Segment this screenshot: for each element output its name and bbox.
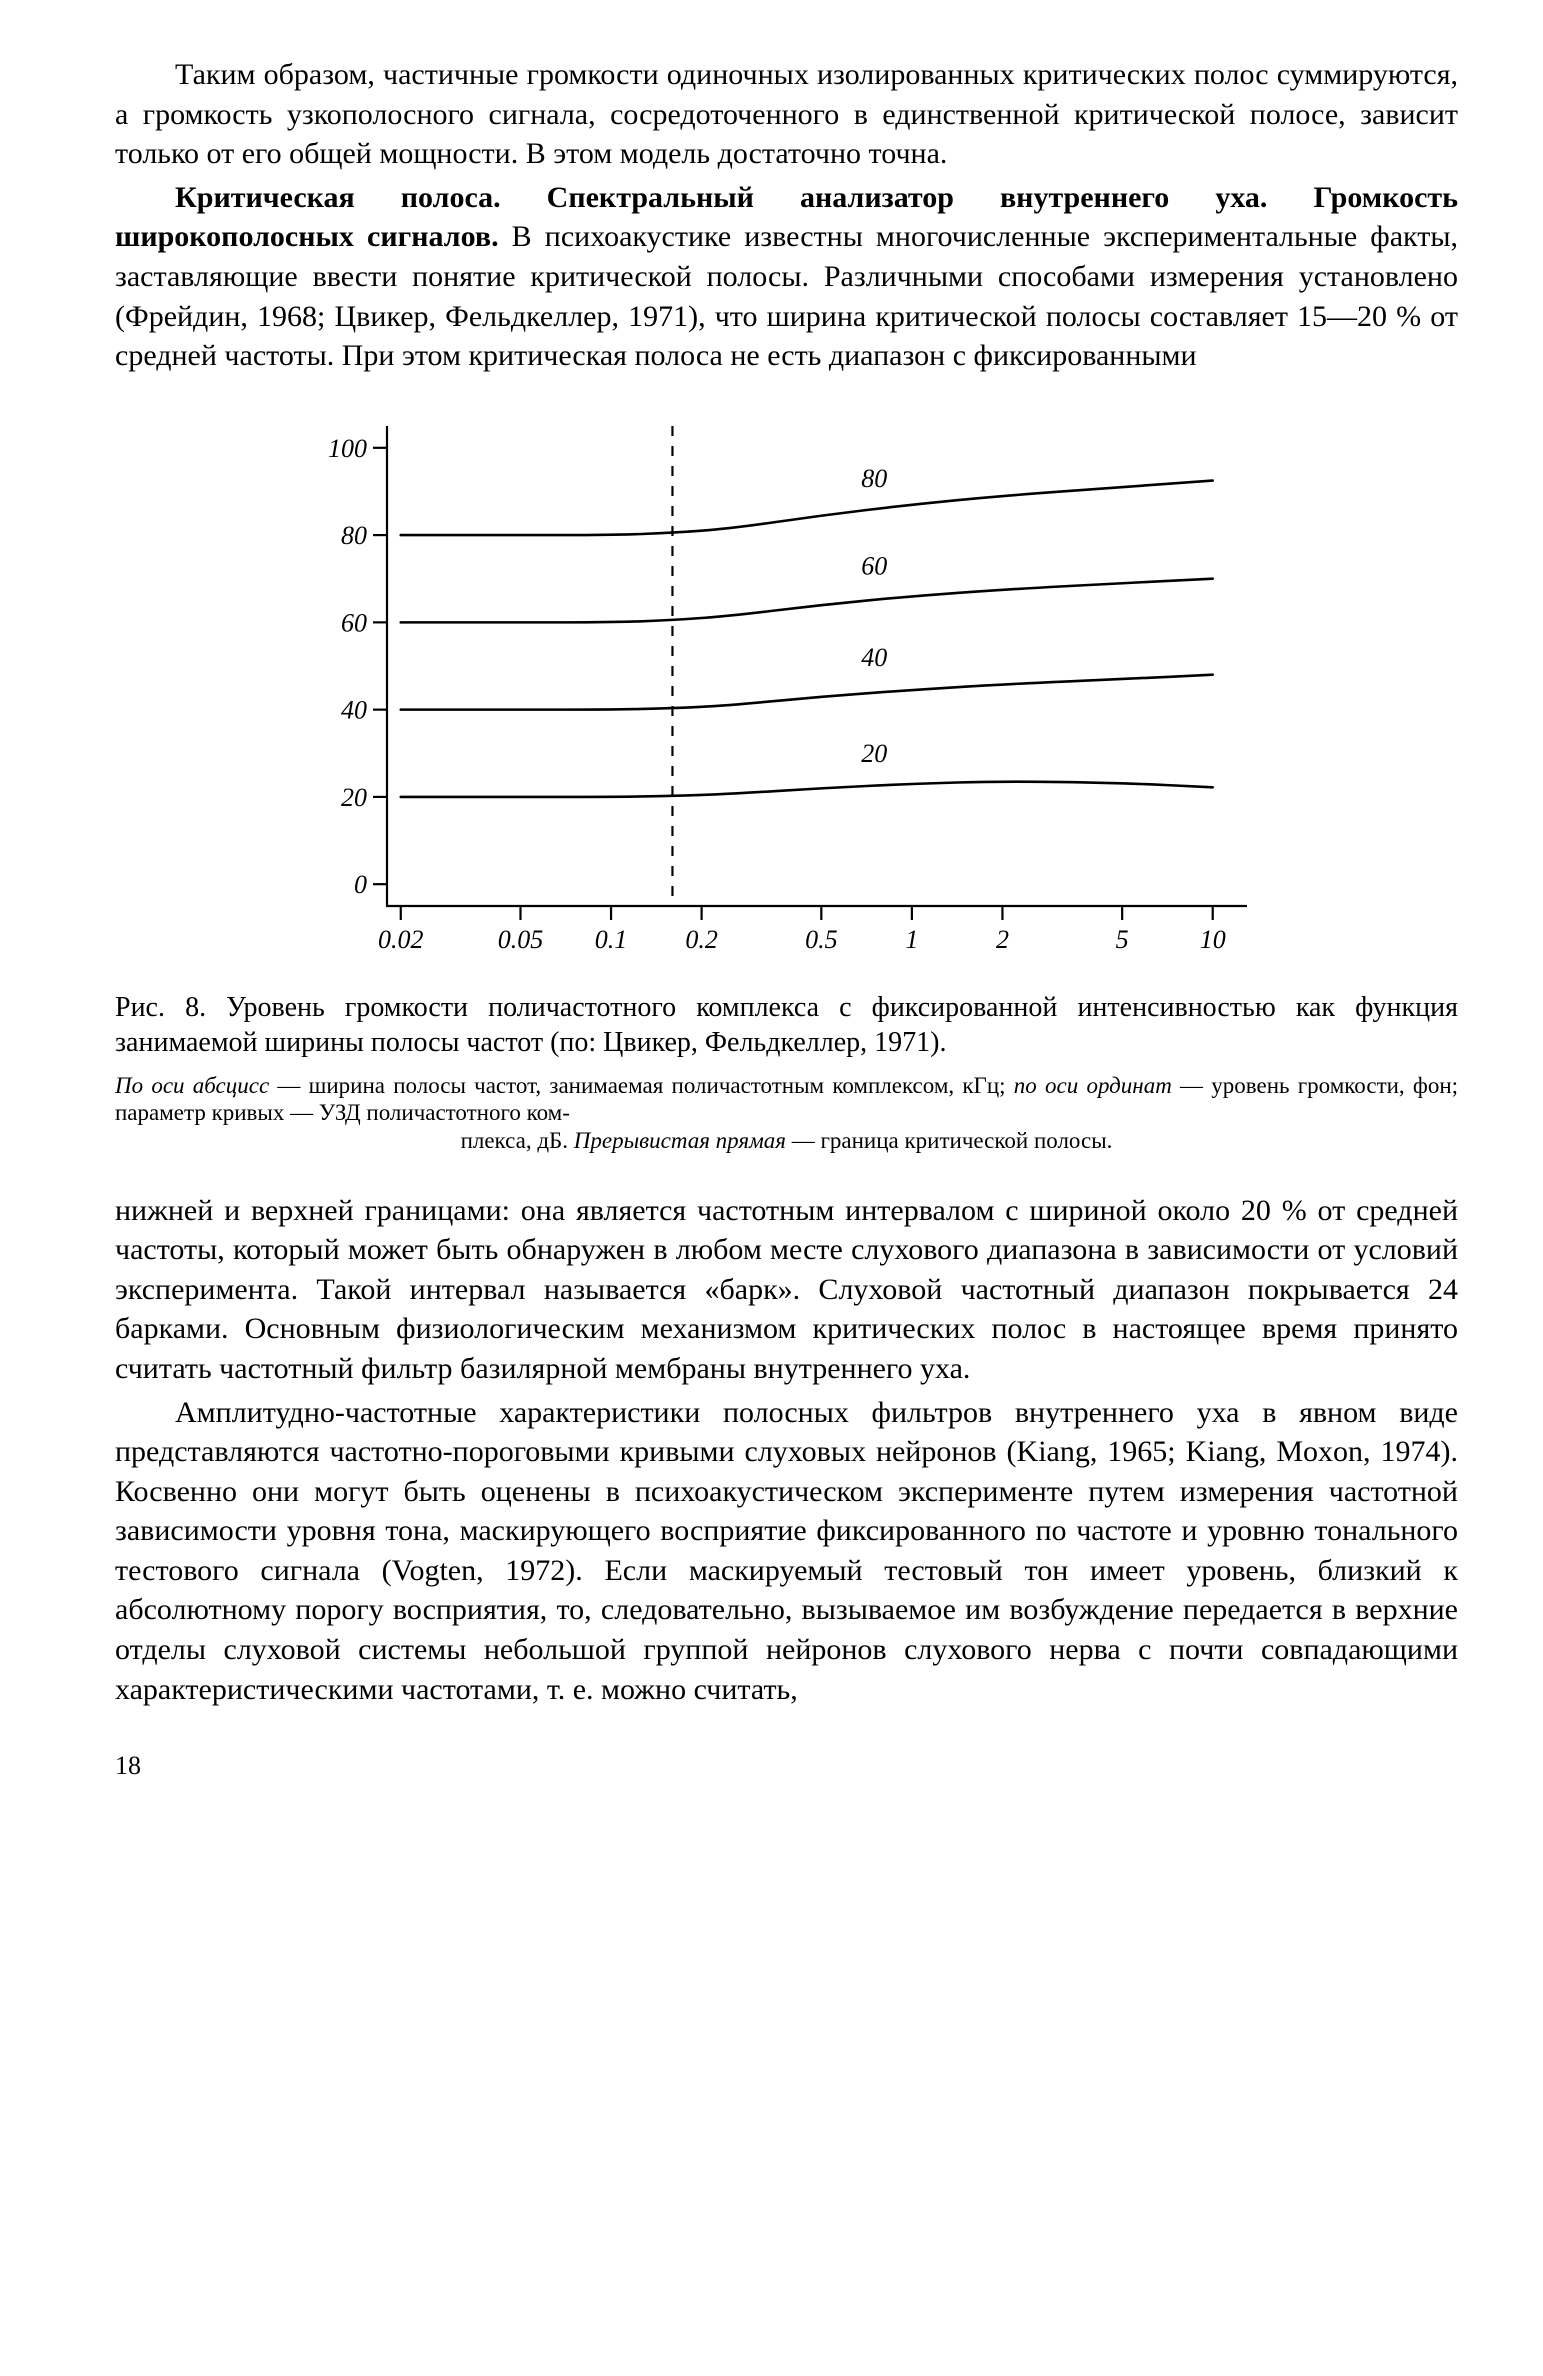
paragraph-2: Критическая полоса. Спектральный анализа… — [115, 178, 1458, 376]
axis-note-ylabel: по оси ординат — [1014, 1073, 1172, 1098]
page: Таким образом, частичные громкости одино… — [0, 0, 1543, 1824]
axis-note-b: — ширина полосы частот, занимаемая полич… — [269, 1073, 1014, 1098]
axis-note-e3: — граница критической полосы. — [786, 1128, 1112, 1153]
svg-text:60: 60 — [861, 551, 887, 580]
svg-text:80: 80 — [341, 521, 367, 550]
svg-text:0.02: 0.02 — [378, 925, 424, 954]
axis-note-xlabel: По оси абсцисс — [115, 1073, 269, 1098]
axis-note-e1: плекса, дБ. — [461, 1128, 574, 1153]
svg-text:1: 1 — [905, 925, 918, 954]
axis-note-e2: Прерывистая прямая — [574, 1128, 786, 1153]
paragraph-1: Таким образом, частичные громкости одино… — [115, 55, 1458, 174]
svg-text:0: 0 — [354, 870, 367, 899]
chart-svg: 0 20 40 60 80 100 0.02 0.05 0.1 0.2 0.5 1 2 5 10 80 60 40… — [297, 406, 1277, 966]
figure-8-caption: Рис. 8. Уровень громкости поличастотного… — [115, 990, 1458, 1060]
figure-8-axis-note: По оси абсцисс — ширина полосы частот, з… — [115, 1072, 1458, 1155]
paragraph-4-text: Амплитудно-частотные характеристики поло… — [115, 1396, 1458, 1706]
paragraph-3: нижней и верхней границами: она является… — [115, 1191, 1458, 1389]
svg-text:10: 10 — [1199, 925, 1225, 954]
svg-text:20: 20 — [861, 739, 887, 768]
svg-text:100: 100 — [328, 434, 367, 463]
paragraph-1-text: Таким образом, частичные громкости одино… — [115, 58, 1458, 170]
paragraph-3-text: нижней и верхней границами: она является… — [115, 1194, 1458, 1385]
figure-8-caption-text: Рис. 8. Уровень громкости поличастотного… — [115, 992, 1458, 1058]
svg-text:5: 5 — [1115, 925, 1128, 954]
svg-text:40: 40 — [341, 695, 367, 724]
paragraph-4: Амплитудно-частотные характеристики поло… — [115, 1393, 1458, 1710]
svg-text:2: 2 — [995, 925, 1008, 954]
svg-text:0.5: 0.5 — [805, 925, 838, 954]
svg-text:80: 80 — [861, 464, 887, 493]
svg-text:20: 20 — [341, 783, 367, 812]
svg-text:60: 60 — [341, 608, 367, 637]
svg-text:0.2: 0.2 — [685, 925, 718, 954]
figure-8-chart: 0 20 40 60 80 100 0.02 0.05 0.1 0.2 0.5 1 2 5 10 80 60 40… — [115, 406, 1458, 966]
svg-text:0.1: 0.1 — [594, 925, 627, 954]
svg-text:40: 40 — [861, 643, 887, 672]
svg-text:0.05: 0.05 — [497, 925, 543, 954]
axis-note-center: плекса, дБ. Прерывистая прямая — граница… — [115, 1127, 1458, 1155]
page-number: 18 — [115, 1749, 1458, 1783]
